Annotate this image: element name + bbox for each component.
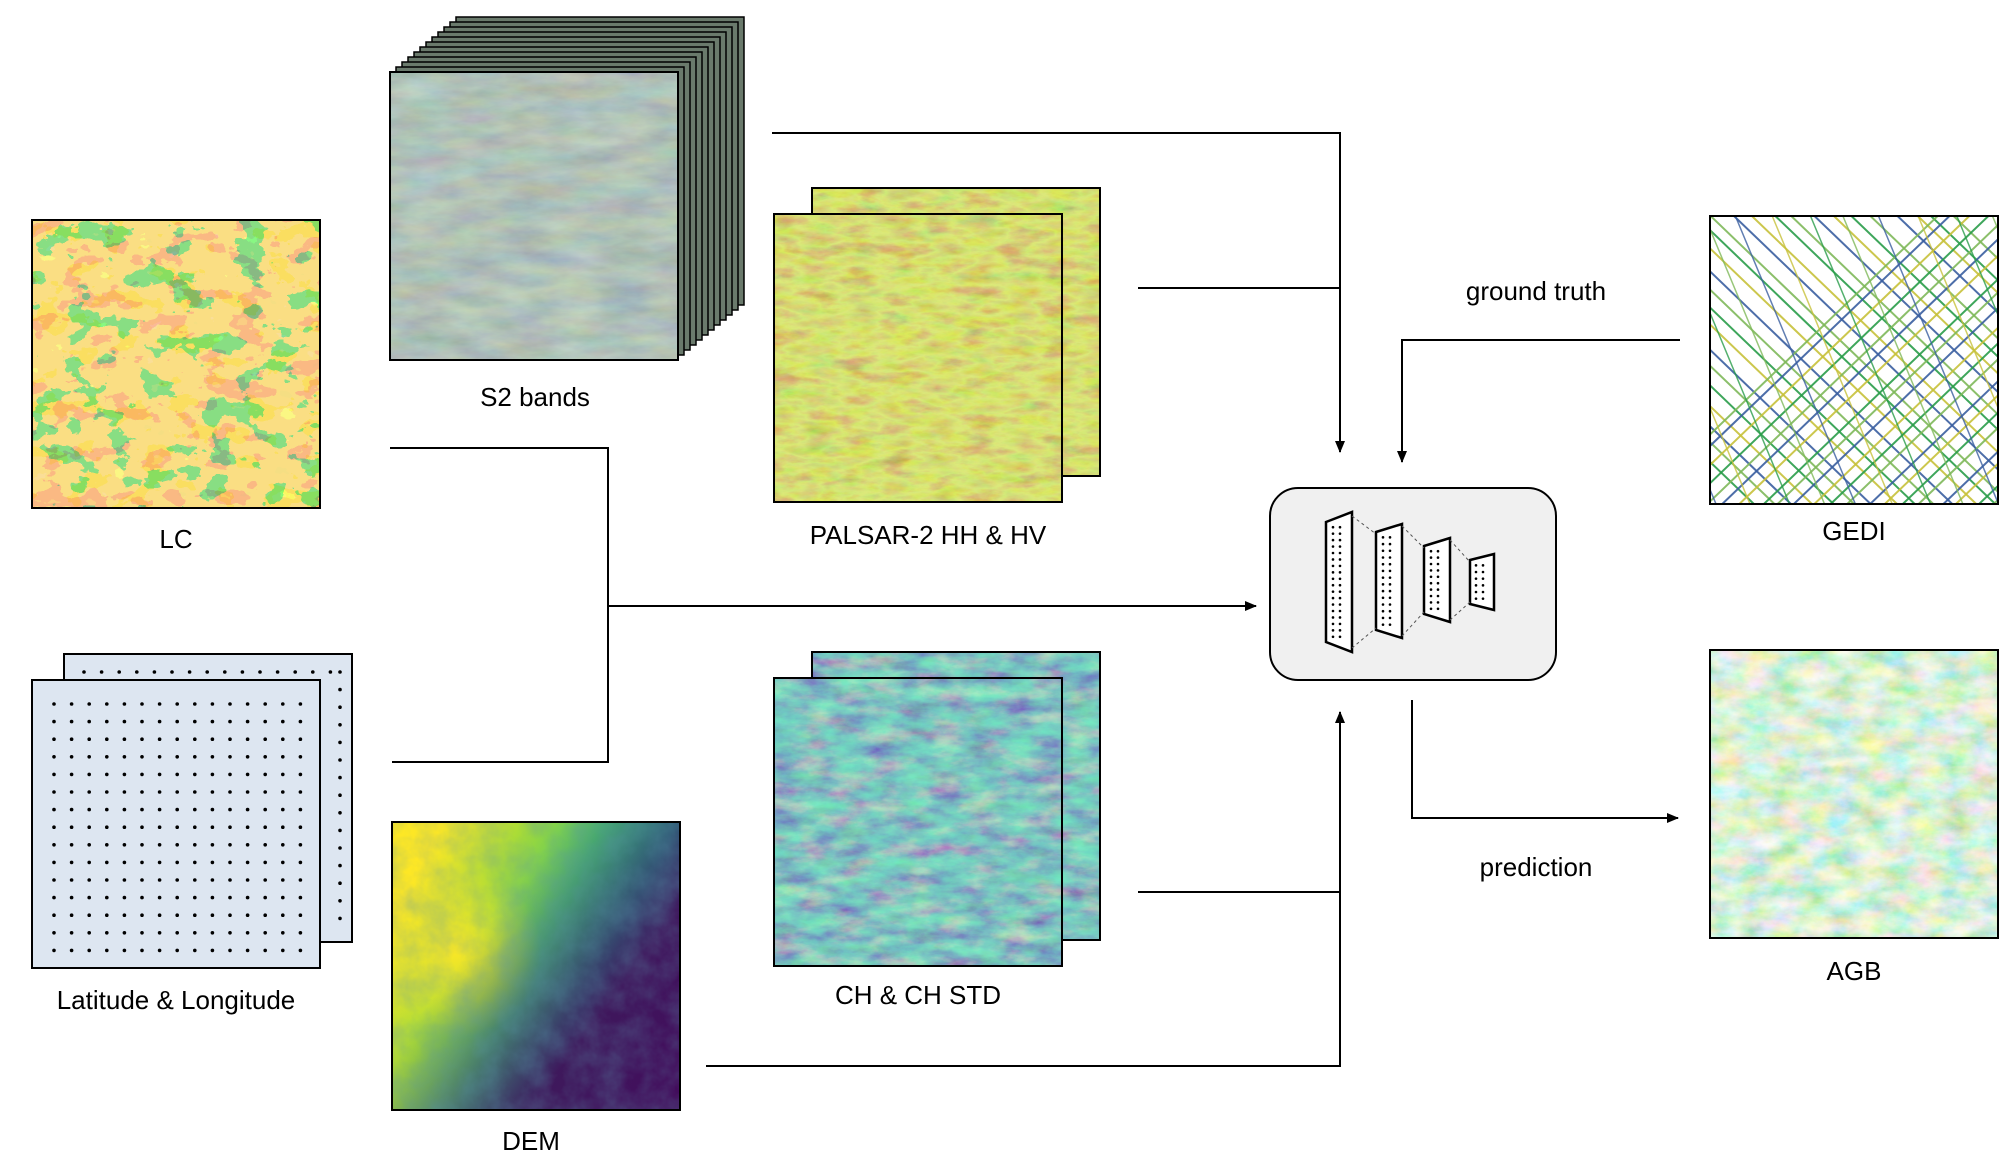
gedi-panel: GEDI (1709, 215, 1999, 546)
s2-panel: S2 bands (389, 16, 745, 412)
lc-connector (390, 447, 609, 763)
dem-arrow (706, 711, 1345, 1067)
palsar-hh-image (774, 214, 1062, 502)
ground-truth-arrow (1397, 339, 1680, 463)
lc-image (32, 220, 320, 508)
s2-arrow (772, 132, 1345, 453)
prediction-arrow (1411, 700, 1679, 823)
latlon-panel: Latitude & Longitude (31, 653, 353, 1015)
agb-label: AGB (1827, 956, 1882, 986)
latlon-front-grid (52, 702, 303, 953)
palsar-panel: PALSAR-2 HH & HV (773, 187, 1101, 550)
s2-image (390, 72, 678, 360)
neural-network-icon (1324, 510, 1496, 654)
connector-lines (390, 132, 1680, 1067)
lc-panel: LC (31, 219, 321, 554)
gedi-label: GEDI (1822, 516, 1886, 546)
dem-label: DEM (502, 1126, 560, 1156)
ch-panel: CH & CH STD (773, 651, 1101, 1010)
agb-panel: AGB (1709, 649, 1999, 986)
ch-image (774, 678, 1062, 966)
agb-image (1710, 650, 1998, 938)
latlon-label: Latitude & Longitude (57, 985, 296, 1015)
dem-panel: DEM (391, 821, 681, 1156)
ground-truth-label: ground truth (1466, 276, 1606, 306)
ch-label: CH & CH STD (835, 980, 1001, 1010)
palsar-label: PALSAR-2 HH & HV (810, 520, 1047, 550)
model-box (1269, 487, 1557, 681)
s2-label: S2 bands (480, 382, 590, 412)
lc-label: LC (159, 524, 192, 554)
latlon-back-grid (82, 670, 342, 921)
prediction-label: prediction (1480, 852, 1593, 882)
